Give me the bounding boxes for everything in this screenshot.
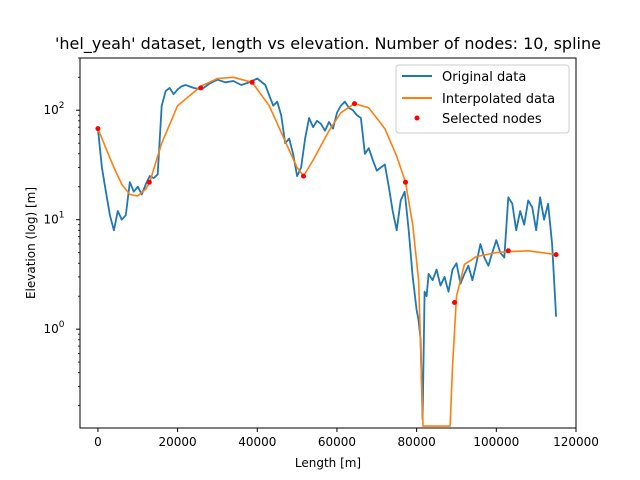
legend-swatch-nodes [414,115,420,121]
x-tick-label-4: 80000 [398,435,436,449]
x-tick-label-0: 0 [94,435,102,449]
selected-node-2 [198,85,204,91]
interpolated-data-line [97,76,557,427]
plot-frame [79,57,577,429]
selected-node-4 [301,173,306,179]
y-axis-label: Elevation (log) [m] [24,187,38,299]
x-axis-label: Length [m] [295,456,361,470]
chart-title: 'hel_yeah' dataset, length vs elevation.… [55,34,601,54]
selected-node-8 [505,248,511,254]
selected-node-0 [95,126,101,132]
y-axis: 100 101 102 [43,57,80,407]
x-tick-label-3: 60000 [318,435,356,449]
legend-label-original: Original data [442,70,526,85]
y-tick-label-1: 101 [43,211,64,227]
plot-marks [95,76,559,427]
selected-node-9 [553,252,559,258]
x-tick-label-2: 40000 [238,435,276,449]
y-tick-label-0: 100 [43,320,64,336]
x-tick-label-1: 20000 [159,435,197,449]
legend-label-interpolated: Interpolated data [442,92,555,107]
original-data-line [97,77,557,421]
selected-node-1 [146,179,152,185]
selected-node-6 [403,179,408,185]
legend: Original data Interpolated data Selected… [395,64,570,134]
legend-label-nodes: Selected nodes [442,112,542,127]
selected-node-3 [249,79,255,85]
selected-node-7 [452,300,457,305]
legend-box [395,64,570,134]
x-tick-label-5: 100000 [473,435,519,449]
selected-node-5 [352,101,357,107]
x-axis: 0 20000 40000 60000 80000 100000 120000 [94,428,599,449]
y-tick-label-2: 102 [43,101,64,117]
x-tick-label-6: 120000 [553,435,599,449]
